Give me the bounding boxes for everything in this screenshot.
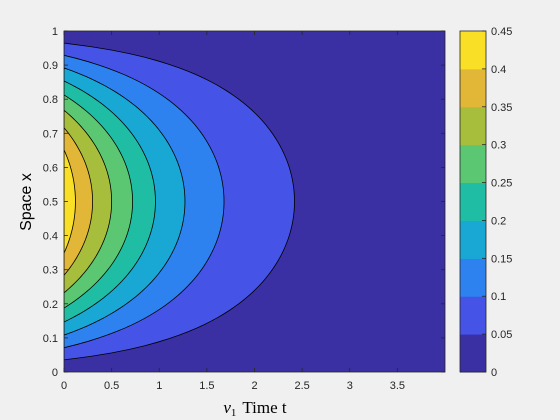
x-tick-label: 0 bbox=[61, 380, 67, 392]
y-tick-label: 1 bbox=[52, 26, 58, 38]
x-axis-label: v1 Time t bbox=[223, 398, 287, 419]
x-axis-label-var: v bbox=[223, 398, 231, 417]
colorbar-tick-label: 0.4 bbox=[491, 64, 506, 76]
x-tick-label: 2.5 bbox=[294, 380, 309, 392]
colorbar-segment bbox=[460, 106, 486, 146]
x-tick-label: 0.5 bbox=[104, 380, 119, 392]
colorbar-tick-label: 0.1 bbox=[491, 291, 506, 303]
colorbar-tick-label: 0.45 bbox=[491, 26, 512, 38]
colorbar-segment bbox=[460, 220, 486, 259]
colorbar-segment bbox=[460, 334, 486, 373]
y-tick-label: 0.9 bbox=[43, 60, 58, 72]
y-tick-label: 0.7 bbox=[43, 128, 58, 140]
y-tick-label: 0.6 bbox=[43, 162, 58, 174]
plot-area bbox=[64, 31, 445, 372]
y-tick-label: 0.5 bbox=[43, 197, 58, 209]
colorbar-tick-label: 0 bbox=[491, 367, 497, 379]
x-tick-label: 2 bbox=[251, 380, 257, 392]
colorbar-segment bbox=[460, 31, 486, 70]
colorbar-tick-label: 0.35 bbox=[491, 102, 512, 114]
x-axis: 0 0.5 1 1.5 2 2.5 3 3.5 bbox=[61, 31, 405, 392]
colorbar-segment bbox=[460, 258, 486, 297]
x-tick-label: 1 bbox=[156, 380, 162, 392]
colorbar-tick-label: 0.15 bbox=[491, 253, 512, 265]
y-tick-label: 0.1 bbox=[43, 333, 58, 345]
colorbar-tick-label: 0.2 bbox=[491, 215, 506, 227]
y-axis: 0 0.1 0.2 0.3 0.4 0.5 0.6 0.7 0.8 0.9 1 bbox=[43, 26, 445, 379]
y-tick-label: 0.2 bbox=[43, 299, 58, 311]
x-tick-label: 3 bbox=[347, 380, 353, 392]
colorbar-segment bbox=[460, 144, 486, 184]
contour-level-0.4 bbox=[64, 149, 76, 254]
y-axis-label: Space x bbox=[18, 173, 35, 231]
colorbar-segment bbox=[460, 296, 486, 335]
colorbar-frame bbox=[459, 30, 487, 373]
y-tick-label: 0.4 bbox=[43, 231, 58, 243]
x-tick-label: 3.5 bbox=[390, 380, 405, 392]
y-tick-label: 0 bbox=[52, 367, 58, 379]
colorbar-segment bbox=[460, 182, 486, 221]
colorbar: 0 0.05 0.1 0.15 0.2 0.25 0.3 0.35 0.4 0.45 bbox=[459, 26, 512, 379]
colorbar-segment bbox=[460, 68, 486, 108]
colorbar-tick-label: 0.3 bbox=[491, 140, 506, 152]
contour-level-0.35 bbox=[64, 127, 93, 276]
colorbar-tick-label: 0.25 bbox=[491, 178, 512, 190]
x-axis-label-text: Time t bbox=[242, 398, 287, 417]
x-tick-label: 1.5 bbox=[199, 380, 214, 392]
y-tick-label: 0.8 bbox=[43, 94, 58, 106]
y-tick-label: 0.3 bbox=[43, 265, 58, 277]
colorbar-tick-label: 0.05 bbox=[491, 329, 512, 341]
x-axis-label-sub: 1 bbox=[231, 407, 237, 419]
